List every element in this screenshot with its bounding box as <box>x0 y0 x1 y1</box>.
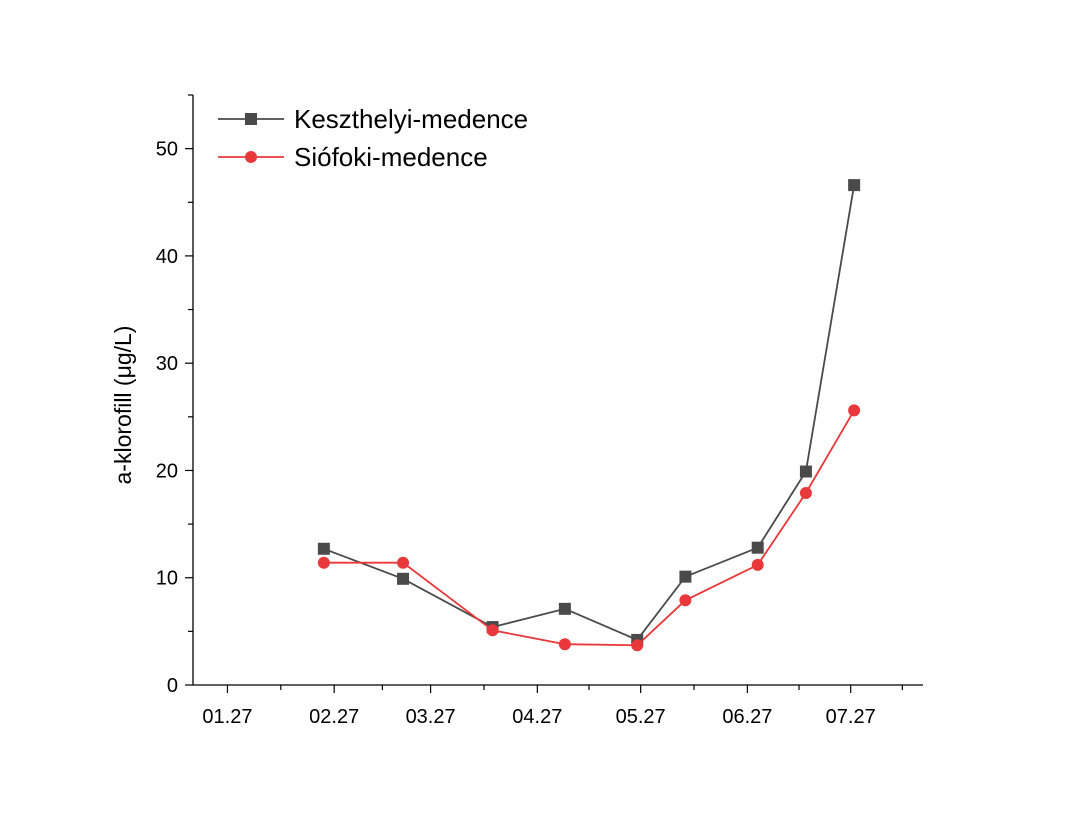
data-point <box>397 572 410 585</box>
x-tick-label: 04.27 <box>512 706 562 728</box>
data-point <box>799 486 812 499</box>
data-point <box>317 556 330 569</box>
legend: Keszthelyi-medence Siófoki-medence <box>218 104 528 172</box>
y-tick-label: 50 <box>156 139 178 161</box>
x-tick-label: 03.27 <box>406 706 456 728</box>
y-tick-label: 20 <box>156 460 178 482</box>
series-line <box>323 184 855 642</box>
data-point <box>799 465 812 478</box>
y-tick-label: 10 <box>156 568 178 590</box>
legend-item: Siófoki-medence <box>218 142 488 172</box>
series-line <box>323 409 855 647</box>
data-point <box>397 556 410 569</box>
data-point <box>751 541 764 554</box>
data-point <box>679 570 692 583</box>
series-1 <box>317 179 861 646</box>
legend-label: Siófoki-medence <box>294 142 488 172</box>
x-tick-label: 06.27 <box>722 706 772 728</box>
data-point <box>317 542 330 555</box>
data-point <box>558 638 571 651</box>
y-tick-label: 30 <box>156 353 178 375</box>
data-point <box>486 624 499 637</box>
x-tick-label: 02.27 <box>309 706 359 728</box>
data-point <box>631 639 644 652</box>
y-tick-label: 0 <box>167 675 178 697</box>
legend-item: Keszthelyi-medence <box>218 104 528 134</box>
axes: 0 10 20 30 40 50 01.27 02.27 03.27 04.27 05.27 06.2… <box>156 94 923 728</box>
data-point <box>848 404 861 417</box>
data-point <box>679 594 692 607</box>
data-point <box>751 558 764 571</box>
y-tick-label: 40 <box>156 246 178 268</box>
series-2 <box>317 404 861 652</box>
series-layer <box>317 179 861 652</box>
data-point <box>848 179 861 192</box>
legend-marker <box>245 113 257 125</box>
legend-marker <box>245 151 257 163</box>
x-tick-label: 07.27 <box>826 706 876 728</box>
x-tick-label: 05.27 <box>616 706 666 728</box>
y-axis-title: a-klorofill (μg/L) <box>110 326 136 485</box>
data-point <box>558 602 571 615</box>
legend-label: Keszthelyi-medence <box>294 104 528 134</box>
x-tick-label: 01.27 <box>202 706 252 728</box>
